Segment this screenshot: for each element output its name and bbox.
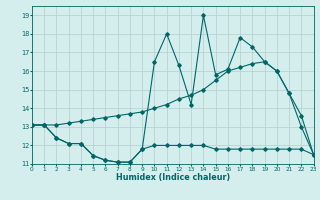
X-axis label: Humidex (Indice chaleur): Humidex (Indice chaleur): [116, 173, 230, 182]
